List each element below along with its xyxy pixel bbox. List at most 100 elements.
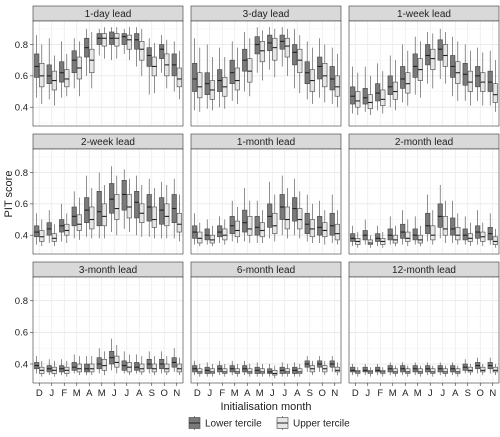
- lower-tercile-box: [387, 55, 393, 108]
- lower-tercile-box: [267, 364, 273, 377]
- upper-tercile-box: [101, 351, 107, 376]
- lower-tercile-box: [375, 364, 381, 376]
- box-iqr: [405, 72, 411, 94]
- y-tick-label: 0.8: [15, 40, 28, 51]
- panel-background: [191, 149, 341, 254]
- box-iqr: [272, 212, 278, 234]
- box-iqr: [209, 234, 215, 244]
- upper-tercile-box: [89, 356, 95, 376]
- panel-title: 2-month lead: [395, 137, 453, 148]
- box-iqr: [467, 366, 473, 373]
- box-iqr: [247, 58, 253, 83]
- upper-tercile-box: [259, 30, 265, 81]
- upper-tercile-box: [442, 31, 448, 84]
- lower-tercile-box: [34, 356, 40, 374]
- box-iqr: [367, 94, 373, 110]
- panel-title: 6-month lead: [237, 265, 295, 276]
- x-tick-label: D: [194, 388, 201, 399]
- lower-tercile-box: [204, 44, 210, 109]
- box-iqr: [59, 61, 65, 83]
- panel-4: 2-week lead 0.4 0.6 0.8: [15, 133, 184, 255]
- lower-tercile-box: [229, 200, 235, 242]
- x-tick-label: S: [465, 388, 471, 399]
- upper-tercile-box: [455, 213, 461, 245]
- box-iqr: [209, 368, 215, 374]
- box-iqr: [350, 233, 356, 242]
- x-tick-label: J: [270, 388, 275, 399]
- upper-tercile-box: [114, 27, 120, 59]
- upper-tercile-box: [492, 364, 498, 376]
- lower-tercile-box: [134, 175, 140, 236]
- lower-tercile-box: [475, 210, 481, 245]
- upper-tercile-box: [492, 228, 498, 248]
- panel-title: 1-month lead: [237, 137, 295, 148]
- upper-tercile-box: [126, 27, 132, 61]
- panel-title: 12-month lead: [392, 265, 456, 276]
- box-iqr: [455, 227, 461, 241]
- x-tick-label: J: [365, 388, 370, 399]
- box-iqr: [39, 63, 45, 88]
- lower-tercile-box: [412, 362, 418, 376]
- upper-tercile-box: [297, 35, 303, 94]
- panel-2: 3-day lead: [190, 5, 342, 127]
- box-iqr: [317, 56, 323, 80]
- lower-tercile-box: [362, 219, 368, 245]
- panel-background: [33, 21, 183, 126]
- x-tick-label: A: [402, 388, 409, 399]
- lower-tercile-box: [242, 360, 248, 376]
- upper-tercile-box: [284, 28, 290, 76]
- box-iqr: [222, 228, 228, 241]
- upper-tercile-box: [322, 44, 328, 103]
- lower-tercile-box: [350, 225, 356, 247]
- x-tick-label: M: [256, 388, 264, 399]
- upper-tercile-box: [355, 72, 361, 116]
- upper-tercile-box: [297, 191, 303, 239]
- upper-tercile-box: [126, 178, 132, 233]
- box-iqr: [272, 370, 278, 376]
- upper-tercile-box: [417, 225, 423, 247]
- lower-tercile-box: [254, 200, 260, 244]
- upper-tercile-box: [234, 47, 240, 105]
- lower-tercile-box: [350, 66, 356, 114]
- lower-tercile-box: [292, 178, 298, 236]
- upper-tercile-box: [430, 210, 436, 245]
- panel-border: [32, 276, 184, 384]
- y-tick-label: 0.6: [15, 328, 28, 339]
- panel-background: [191, 277, 341, 383]
- box-iqr: [297, 208, 303, 230]
- panel-border: [348, 20, 500, 127]
- upper-tercile-box: [392, 225, 398, 247]
- box-iqr: [334, 366, 340, 373]
- box-iqr: [46, 64, 52, 84]
- x-tick-label: O: [161, 388, 168, 399]
- upper-tercile-box: [234, 364, 240, 377]
- upper-tercile-box: [430, 365, 436, 377]
- upper-tercile-box: [64, 53, 70, 97]
- box-iqr: [284, 368, 290, 374]
- box-iqr: [96, 191, 102, 227]
- lower-tercile-box: [362, 66, 368, 112]
- x-tick-label: A: [136, 388, 143, 399]
- lower-tercile-box: [317, 200, 323, 244]
- lower-tercile-box: [304, 356, 310, 372]
- box-iqr: [329, 212, 335, 236]
- box-iqr: [114, 194, 120, 220]
- box-iqr: [151, 363, 157, 373]
- upper-tercile-box: [76, 356, 82, 376]
- lower-tercile-box: [59, 41, 65, 98]
- box-iqr: [375, 233, 381, 242]
- box-iqr: [139, 41, 145, 61]
- upper-tercile-box: [39, 219, 45, 247]
- box-iqr: [159, 197, 165, 225]
- upper-tercile-box: [151, 356, 157, 376]
- lower-tercile-box: [437, 28, 443, 79]
- upper-tercile-box: [209, 57, 215, 111]
- box-iqr: [492, 236, 498, 245]
- lower-tercile-box: [109, 166, 115, 233]
- box-iqr: [292, 44, 298, 66]
- box-iqr: [197, 72, 203, 99]
- lower-tercile-box: [96, 172, 102, 239]
- y-tick-label: 0.6: [15, 199, 28, 210]
- upper-tercile-box: [467, 50, 473, 106]
- upper-tercile-box: [51, 360, 57, 377]
